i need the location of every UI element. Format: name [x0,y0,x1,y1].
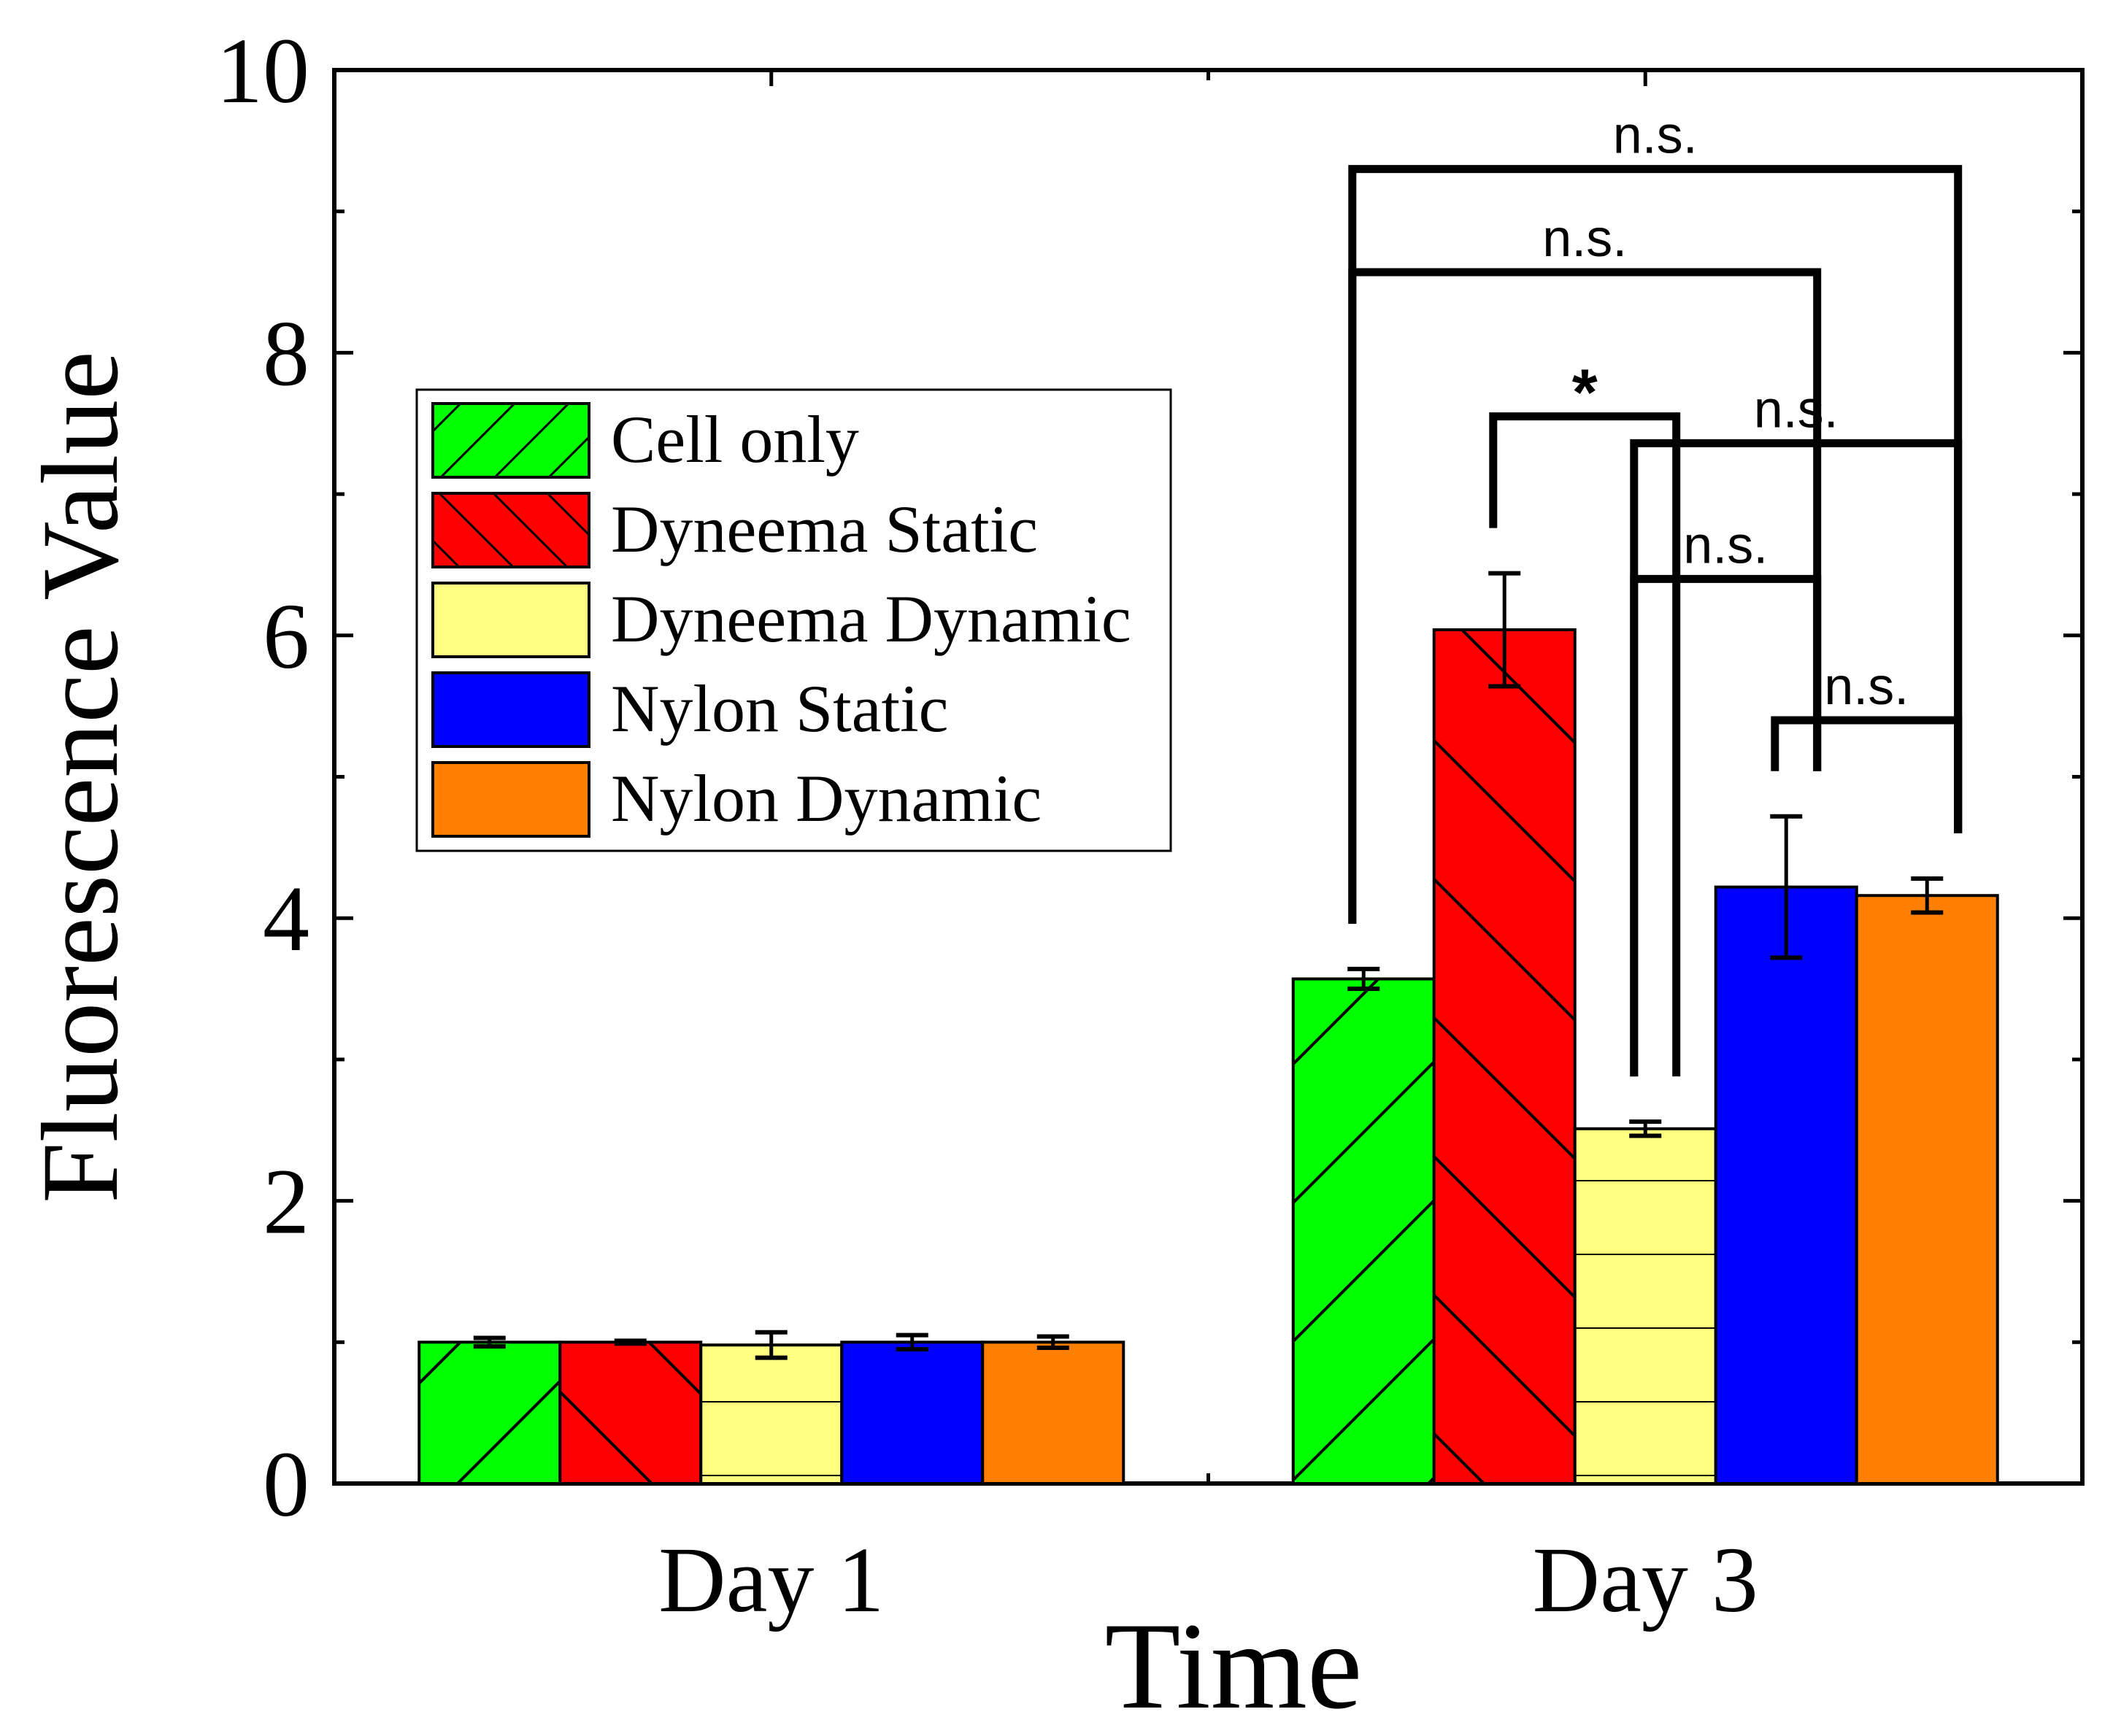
y-tick-label: 4 [263,867,309,971]
legend-swatch [433,763,589,836]
significance-bracket [1771,716,1963,833]
legend-swatch-outline [431,492,590,568]
bar-hatch [1293,979,1434,1484]
y-tick-label: 0 [263,1432,309,1536]
significance-bracket [1489,412,1681,1077]
y-tick-label: 10 [216,19,309,123]
significance-label: n.s. [1542,209,1627,268]
bar-hatch [560,1342,701,1484]
legend-swatch-outline [431,761,590,838]
significance-label: n.s. [1683,516,1768,574]
x-axis-ticks: Day 1 Day 3 [658,70,1758,1632]
bar [1715,887,1857,1484]
legend-label: Nylon Static [611,671,949,746]
y-tick-label: 8 [263,301,309,405]
legend-label: Dyneema Static [611,492,1038,566]
significance-label: n.s. [1613,107,1698,165]
legend-swatch-outline [431,582,590,658]
legend-swatch-outline [431,402,590,479]
significance-label: * [1572,357,1598,430]
legend-swatch-hatch [433,404,589,477]
legend-label: Cell only [611,402,859,477]
bars [417,628,1999,1486]
bar [842,1342,983,1484]
x-tick-label: Day 3 [1533,1528,1758,1632]
significance-annotations: n.s. n.s. * n.s. n.s. n.s. [1348,107,1963,1077]
bar [1856,895,1998,1484]
legend-swatch [433,673,589,747]
significance-bracket [1348,268,1822,924]
x-axis-label: Time [1105,1597,1363,1735]
legend-label: Dyneema Dynamic [611,582,1131,656]
bar [982,1342,1124,1484]
x-tick-label: Day 1 [658,1528,884,1632]
y-axis-ticks: 0 2 4 6 8 10 [216,19,2082,1536]
significance-label: n.s. [1824,657,1909,716]
bar-hatch [1433,630,1575,1484]
y-axis-label: Fluorescence Value [20,351,141,1203]
bar-hatch [701,1345,842,1484]
legend-swatch-outline [431,671,590,748]
legend: Cell only Dyneema Static Dyneema Dynamic Ny… [415,388,1172,852]
bar-hatch [419,1342,561,1484]
bar-hatch [1574,1128,1716,1484]
significance-bracket [1630,574,1822,1077]
error-bars [473,571,1944,1360]
legend-swatch [433,583,589,657]
y-tick-label: 6 [263,585,309,688]
legend-label: Nylon Dynamic [611,761,1042,836]
y-tick-label: 2 [263,1150,309,1254]
significance-label: n.s. [1754,380,1839,439]
legend-swatch-hatch [433,493,589,567]
